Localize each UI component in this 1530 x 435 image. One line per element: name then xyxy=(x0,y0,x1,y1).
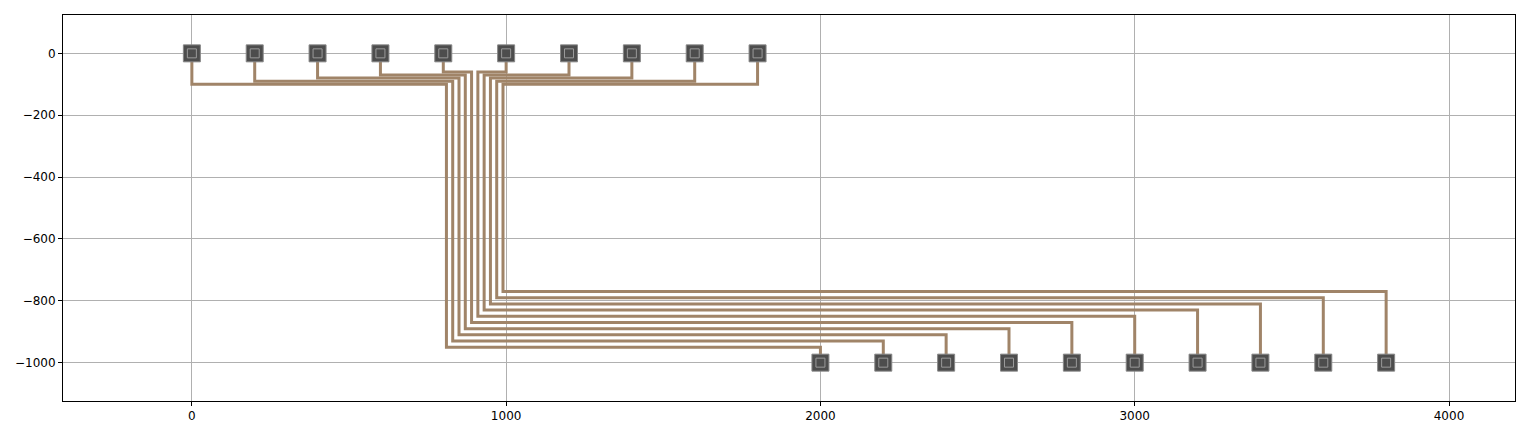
svg-text:3000: 3000 xyxy=(1119,409,1150,423)
svg-text:−800: −800 xyxy=(23,294,56,308)
svg-text:2000: 2000 xyxy=(805,409,836,423)
svg-text:−400: −400 xyxy=(23,170,56,184)
svg-text:−200: −200 xyxy=(23,108,56,122)
svg-text:4000: 4000 xyxy=(1434,409,1465,423)
svg-text:0: 0 xyxy=(188,409,196,423)
svg-text:1000: 1000 xyxy=(491,409,522,423)
svg-text:−600: −600 xyxy=(23,232,56,246)
svg-text:−1000: −1000 xyxy=(15,356,56,370)
svg-text:0: 0 xyxy=(48,47,56,61)
